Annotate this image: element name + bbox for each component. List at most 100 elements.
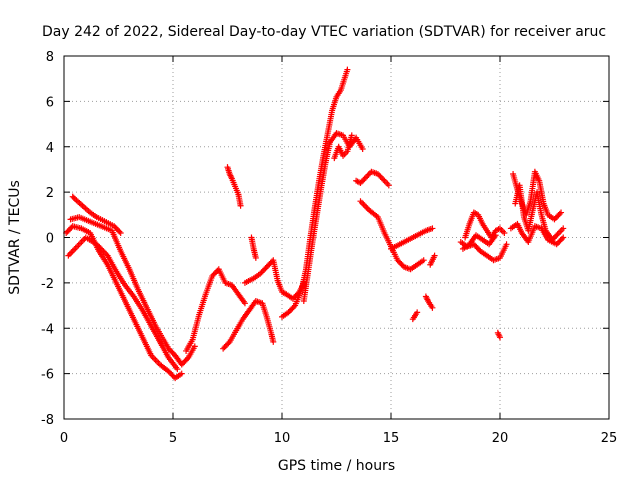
data-point (395, 258, 402, 265)
data-point (553, 241, 560, 248)
series-trace-v (494, 329, 503, 341)
data-point (558, 235, 565, 242)
series-trace-p (409, 309, 421, 323)
data-point (414, 309, 421, 316)
series-trace-q (422, 293, 436, 311)
y-tick-label: 0 (46, 232, 54, 247)
data-point (358, 178, 365, 185)
data-point (178, 361, 185, 368)
data-point (180, 360, 187, 367)
data-point (552, 214, 559, 221)
series-trace-u (459, 232, 499, 252)
data-point (361, 175, 368, 182)
data-point (181, 358, 188, 365)
data-point (560, 225, 567, 232)
data-point (267, 259, 274, 266)
data-point (472, 242, 479, 249)
y-tick-label: -6 (41, 368, 54, 383)
data-point (225, 340, 232, 347)
series-trace-l (331, 132, 355, 162)
data-points (63, 66, 567, 382)
data-point (178, 370, 185, 377)
series-trace-t (462, 209, 508, 241)
data-point (209, 273, 216, 280)
data-point (169, 349, 176, 356)
data-point (168, 371, 175, 378)
series-trace-m (353, 168, 392, 189)
data-point (397, 259, 404, 266)
data-point (374, 170, 381, 177)
data-point (554, 239, 561, 246)
data-point (111, 223, 118, 230)
series-trace-o (388, 225, 436, 252)
data-point (556, 238, 563, 245)
data-point (492, 232, 499, 239)
data-point (551, 234, 558, 241)
data-point (359, 146, 366, 153)
data-point (169, 372, 176, 379)
data-point (174, 366, 181, 373)
data-point (257, 270, 264, 277)
data-point (183, 356, 190, 363)
data-point (503, 241, 510, 248)
x-tick-label: 5 (169, 431, 177, 446)
data-point (166, 347, 173, 354)
data-point (182, 357, 189, 364)
y-tick-label: -8 (41, 413, 54, 428)
data-point (116, 228, 123, 235)
series-trace-i (248, 234, 259, 261)
series-trace-s (457, 239, 510, 264)
data-point (270, 338, 277, 345)
y-tick-label: 2 (46, 186, 54, 201)
y-tick-label: 6 (46, 95, 54, 110)
data-point (501, 229, 508, 236)
series-trace-y (507, 220, 567, 248)
plot-frame (63, 55, 610, 420)
data-point (377, 173, 384, 180)
data-point (555, 212, 562, 219)
data-point (560, 234, 567, 241)
data-point (237, 202, 244, 209)
data-point (261, 266, 268, 273)
data-point (67, 225, 74, 232)
data-point (558, 209, 565, 216)
data-point (288, 306, 295, 313)
data-point (554, 213, 561, 220)
data-point (344, 66, 351, 73)
data-point (285, 309, 292, 316)
y-tick-label: -4 (41, 322, 54, 337)
data-point (220, 345, 227, 352)
series-trace-g (224, 164, 244, 209)
x-tick-label: 25 (601, 431, 618, 446)
y-tick-label: 4 (46, 141, 54, 156)
data-point (429, 304, 436, 311)
series-trace-c (65, 234, 181, 373)
data-point (553, 232, 560, 239)
data-point (362, 174, 369, 181)
data-point (117, 229, 124, 236)
data-point (497, 334, 503, 341)
data-point (289, 305, 296, 312)
data-point (551, 216, 558, 223)
data-point (286, 308, 293, 315)
data-point (394, 257, 401, 264)
data-point (431, 252, 438, 259)
data-point (259, 268, 266, 275)
x-tick-label: 20 (492, 431, 509, 446)
series-trace-f (220, 298, 277, 352)
data-point (166, 369, 173, 376)
data-point (168, 348, 175, 355)
data-point (112, 224, 119, 231)
chart-title: Day 242 of 2022, Sidereal Day-to-day VTE… (42, 24, 606, 40)
data-point (113, 225, 120, 232)
data-point (224, 341, 231, 348)
data-point (429, 225, 436, 232)
data-point (557, 237, 564, 244)
data-point (376, 172, 383, 179)
y-axis-label: SDTVAR / TECUs (7, 180, 23, 295)
data-point (290, 303, 297, 310)
data-point (258, 269, 265, 276)
data-point (165, 368, 172, 375)
data-point (289, 295, 296, 302)
